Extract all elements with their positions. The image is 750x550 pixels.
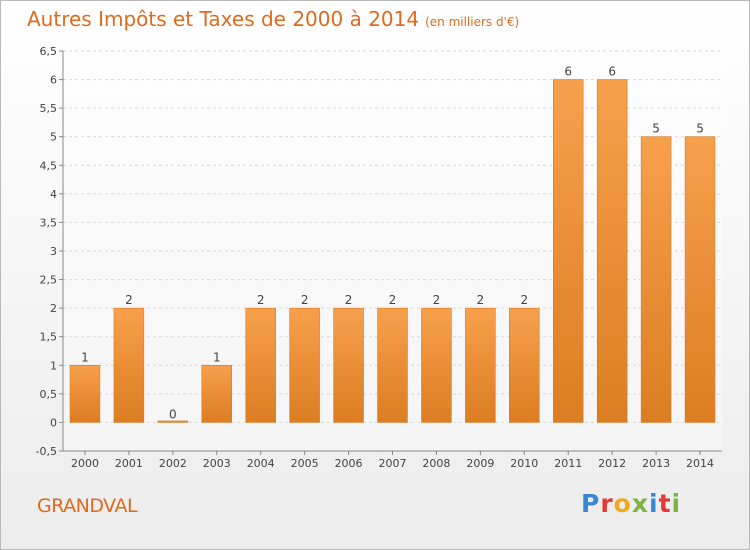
logo-letter: P	[581, 489, 601, 518]
y-tick-label: 5,5	[40, 102, 58, 115]
x-tick-label: 2003	[203, 457, 231, 470]
y-tick-label: 3,5	[40, 216, 58, 229]
bar-value-label: 0	[169, 407, 177, 421]
bar-value-label: 5	[652, 122, 660, 136]
bar	[245, 307, 276, 423]
x-tick-label: 2002	[159, 457, 187, 470]
bar	[552, 79, 584, 423]
y-tick-label: 1,5	[40, 331, 58, 344]
x-tick-label: 2010	[510, 457, 538, 470]
y-tick-label: 6,5	[40, 45, 58, 58]
bar-value-label: 1	[81, 350, 89, 364]
chart-subtitle: (en milliers d'€)	[425, 15, 520, 29]
bar	[289, 307, 320, 423]
bar-value-label: 2	[257, 293, 265, 307]
bar-value-label: 6	[608, 65, 616, 79]
x-tick-label: 2008	[422, 457, 450, 470]
x-tick-label: 2013	[642, 457, 670, 470]
y-tick-label: 2,5	[40, 274, 58, 287]
chart-title: Autres Impôts et Taxes de 2000 à 2014 (en…	[27, 7, 519, 31]
x-tick-label: 2011	[554, 457, 582, 470]
y-tick-label: 6	[50, 74, 57, 87]
chart-title-text: Autres Impôts et Taxes de 2000 à 2014	[27, 7, 420, 31]
bar-value-label: 2	[433, 293, 441, 307]
x-tick-label: 2007	[379, 457, 407, 470]
logo-letter: x	[631, 489, 649, 518]
logo-letter: o	[613, 489, 632, 518]
bar-value-label: 2	[301, 293, 309, 307]
logo-letter: r	[600, 489, 614, 518]
x-tick-label: 2005	[291, 457, 319, 470]
bar	[333, 307, 364, 423]
bar	[465, 307, 496, 423]
bar	[377, 307, 408, 423]
y-tick-label: 4,5	[40, 159, 58, 172]
y-tick-label: 3	[50, 245, 57, 258]
bar-value-label: 2	[477, 293, 485, 307]
y-tick-label: -0,5	[36, 445, 57, 458]
bar-value-label: 6	[564, 65, 572, 79]
bar	[509, 307, 540, 423]
x-tick-label: 2000	[71, 457, 99, 470]
bar	[684, 136, 716, 423]
y-tick-label: 1	[50, 359, 57, 372]
x-tick-label: 2012	[598, 457, 626, 470]
bar-value-label: 2	[389, 293, 397, 307]
y-tick-label: 4	[50, 188, 57, 201]
logo-letter: t	[658, 489, 672, 518]
bar	[113, 307, 145, 423]
y-tick-label: 5	[50, 131, 57, 144]
bar-value-label: 2	[125, 293, 133, 307]
bar	[640, 136, 672, 423]
x-tick-label: 2001	[115, 457, 143, 470]
x-tick-label: 2004	[247, 457, 275, 470]
y-tick-label: 0	[50, 416, 57, 429]
bar	[157, 420, 189, 423]
x-tick-label: 2006	[335, 457, 363, 470]
y-tick-label: 0,5	[40, 388, 58, 401]
x-tick-label: 2014	[686, 457, 714, 470]
bar	[596, 79, 628, 423]
bar-value-label: 1	[213, 350, 221, 364]
logo-letter: i	[649, 489, 659, 518]
bar	[69, 364, 101, 423]
bar	[201, 364, 233, 423]
y-tick-label: 2	[50, 302, 57, 315]
x-tick-label: 2009	[466, 457, 494, 470]
bar	[421, 307, 452, 423]
bar-value-label: 5	[696, 122, 704, 136]
bar-value-label: 2	[520, 293, 528, 307]
proxiti-logo: Proxiti	[581, 489, 681, 518]
logo-letter: i	[671, 489, 682, 518]
bar-value-label: 2	[345, 293, 353, 307]
place-name: GRANDVAL	[37, 495, 138, 517]
